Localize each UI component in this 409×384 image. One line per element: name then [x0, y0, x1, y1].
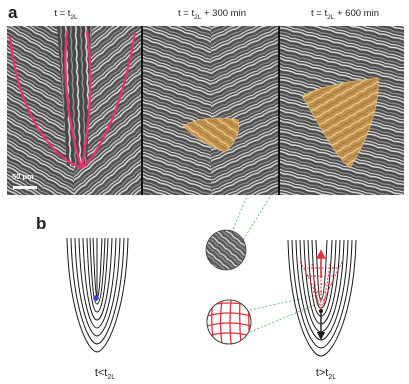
panel-a-label: a — [8, 3, 18, 22]
defect-region-600min — [301, 77, 379, 169]
panel-b-schematic — [66, 194, 357, 357]
green-link-1 — [231, 194, 249, 233]
defect-region-300min — [182, 117, 240, 153]
red-line-inner-right — [80, 30, 92, 168]
panel-b-label: b — [36, 214, 47, 233]
scale-bar-label: 50 μm — [12, 172, 34, 181]
green-link-4 — [249, 301, 323, 333]
red-line-inner-left — [64, 30, 83, 168]
zoom-circle-texture — [205, 229, 247, 271]
micrograph-1: 50 μm — [7, 26, 141, 195]
right-dot — [319, 309, 323, 313]
time-label-3: t = t2L + 600 min — [311, 8, 379, 21]
label-before-t2l: t<t2L — [94, 367, 116, 382]
time-label-1: t = t2L — [54, 8, 78, 21]
blue-dot — [93, 295, 99, 301]
time-label-2: t = t2L + 300 min — [178, 8, 246, 21]
zoom-circle-grid — [206, 299, 252, 345]
right-u-curves — [287, 239, 357, 357]
divider-1 — [141, 26, 143, 195]
micrograph-3 — [280, 26, 404, 195]
red-line-outer — [8, 31, 137, 170]
green-link-3 — [249, 293, 323, 311]
label-after-t2l: t>t2L — [315, 367, 337, 382]
micrograph-2 — [143, 26, 278, 195]
green-link-2 — [242, 194, 273, 241]
divider-2 — [278, 26, 280, 195]
